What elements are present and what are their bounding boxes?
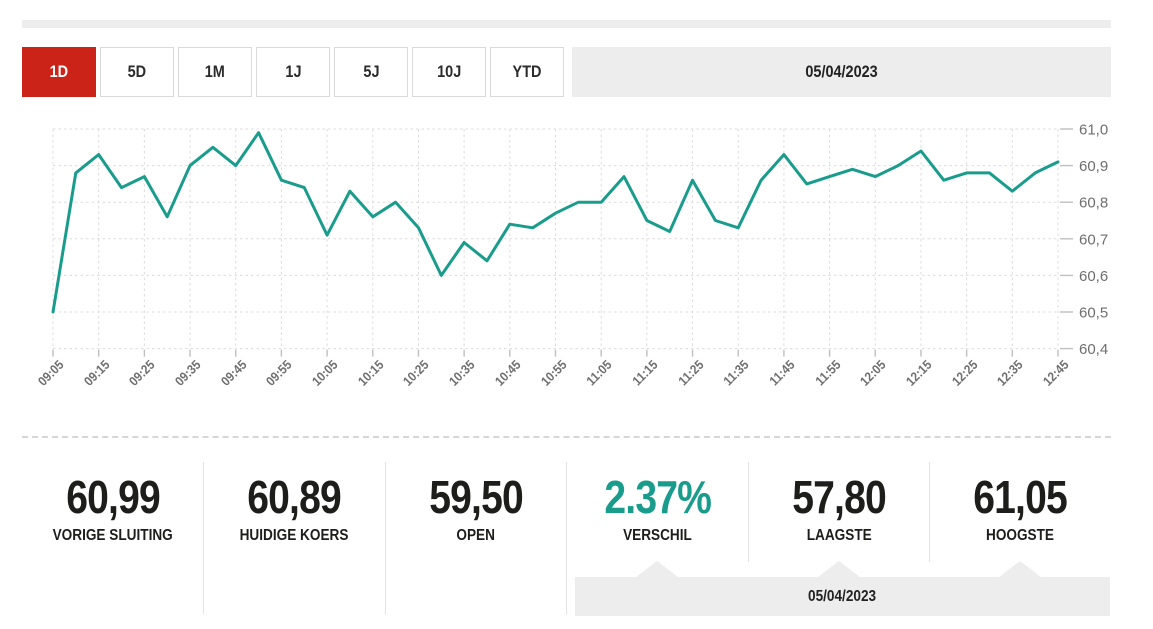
stat-label: VERSCHIL	[622, 527, 692, 544]
tab-ytd[interactable]: YTD	[490, 47, 564, 97]
tooltip-arrow-hoogste	[999, 561, 1041, 577]
column-divider	[929, 462, 930, 562]
stat-value: 61,05	[973, 471, 1068, 523]
y-axis-label: 60,7	[1079, 231, 1108, 248]
stat-label: LAAGSTE	[806, 527, 872, 544]
tab-label: 1M	[204, 62, 226, 81]
y-axis-label: 60,9	[1079, 158, 1108, 175]
chart-date-text: 05/04/2023	[805, 62, 878, 81]
x-axis-label: 09:45	[217, 357, 250, 389]
range-tabs: 1D 5D 1M 1J 5J 10J YTD	[22, 47, 564, 97]
tab-5j[interactable]: 5J	[334, 47, 408, 97]
tooltip-arrow-verschil	[636, 561, 678, 577]
x-axis-label: 09:25	[126, 357, 158, 389]
tooltip-arrow-laagste	[817, 561, 860, 577]
top-strip	[22, 20, 1111, 28]
tab-1d[interactable]: 1D	[22, 47, 96, 97]
x-axis-label: 10:15	[354, 357, 387, 389]
tab-10j[interactable]: 10J	[412, 47, 486, 97]
x-axis-label: 11:05	[583, 357, 615, 389]
tab-label: 10J	[436, 62, 462, 81]
chart-date-display: 05/04/2023	[572, 47, 1111, 97]
x-axis-label: 12:25	[948, 357, 981, 389]
y-axis-label: 60,4	[1079, 341, 1108, 358]
y-axis-label: 60,6	[1079, 268, 1108, 285]
x-axis-label: 11:45	[766, 357, 798, 389]
tab-label: 5D	[127, 62, 147, 81]
tab-1m[interactable]: 1M	[178, 47, 252, 97]
x-axis-label: 09:55	[263, 357, 296, 389]
x-axis-label: 12:15	[902, 357, 935, 389]
x-axis-label: 10:05	[308, 357, 341, 389]
stat-previous-close: 60,99 VORIGE SLUITING	[22, 458, 204, 545]
stat-open: 59,50 OPEN	[385, 458, 567, 545]
tab-1j[interactable]: 1J	[256, 47, 330, 97]
y-axis-label: 60,8	[1079, 195, 1108, 212]
stat-current-price: 60,89 HUIDIGE KOERS	[204, 458, 386, 545]
x-axis-label: 11:25	[674, 357, 707, 389]
stat-label: VORIGE SLUITING	[52, 527, 173, 544]
x-axis-label: 11:55	[811, 357, 844, 389]
x-axis-label: 11:35	[720, 357, 752, 389]
price-line	[51, 131, 1060, 314]
column-divider	[203, 462, 204, 614]
y-axis-label: 61,0	[1079, 122, 1108, 139]
x-axis-label: 10:55	[537, 357, 570, 389]
x-axis-label: 09:15	[80, 357, 113, 389]
stat-label: HUIDIGE KOERS	[239, 527, 349, 544]
column-divider	[566, 462, 567, 614]
x-axis-label: 09:35	[171, 357, 204, 389]
stat-label: OPEN	[456, 527, 496, 544]
stat-low: 57,80 LAAGSTE	[748, 458, 930, 545]
x-axis-label: 12:05	[857, 357, 889, 389]
tab-label: 1J	[284, 62, 302, 81]
stat-label: HOOGSTE	[986, 527, 1055, 544]
stat-value: 2.37%	[603, 471, 711, 523]
x-axis-label: 09:05	[34, 357, 67, 389]
stat-change-percent: 2.37% VERSCHIL	[567, 458, 749, 545]
stat-value: 57,80	[791, 471, 886, 523]
x-axis-label: 12:35	[994, 357, 1026, 389]
section-divider	[22, 436, 1111, 438]
footer-date-bar: 05/04/2023	[575, 577, 1110, 616]
x-axis-label: 10:35	[445, 357, 478, 389]
stat-value: 60,99	[65, 471, 160, 523]
column-divider	[384, 462, 386, 614]
y-axis-label: 60,5	[1079, 305, 1108, 322]
stat-high: 61,05 HOOGSTE	[930, 458, 1112, 545]
x-axis-label: 10:45	[491, 357, 524, 389]
column-divider	[747, 462, 749, 562]
tab-label: 1D	[49, 62, 69, 81]
x-axis-label: 10:25	[400, 357, 433, 389]
stat-value: 59,50	[428, 471, 523, 523]
tab-label: YTD	[512, 62, 542, 81]
x-axis-label: 11:15	[629, 357, 661, 389]
stat-value: 60,89	[247, 471, 342, 523]
footer-date-text: 05/04/2023	[808, 587, 877, 605]
price-chart-svg[interactable]: 61,0 60,9 60,8 60,7 60,6 60,5 60,4	[22, 120, 1134, 358]
tab-label: 5J	[362, 62, 380, 81]
x-axis-label: 12:45	[1039, 357, 1072, 389]
tab-5d[interactable]: 5D	[100, 47, 174, 97]
stats-row: 60,99 VORIGE SLUITING 60,89 HUIDIGE KOER…	[22, 458, 1111, 545]
